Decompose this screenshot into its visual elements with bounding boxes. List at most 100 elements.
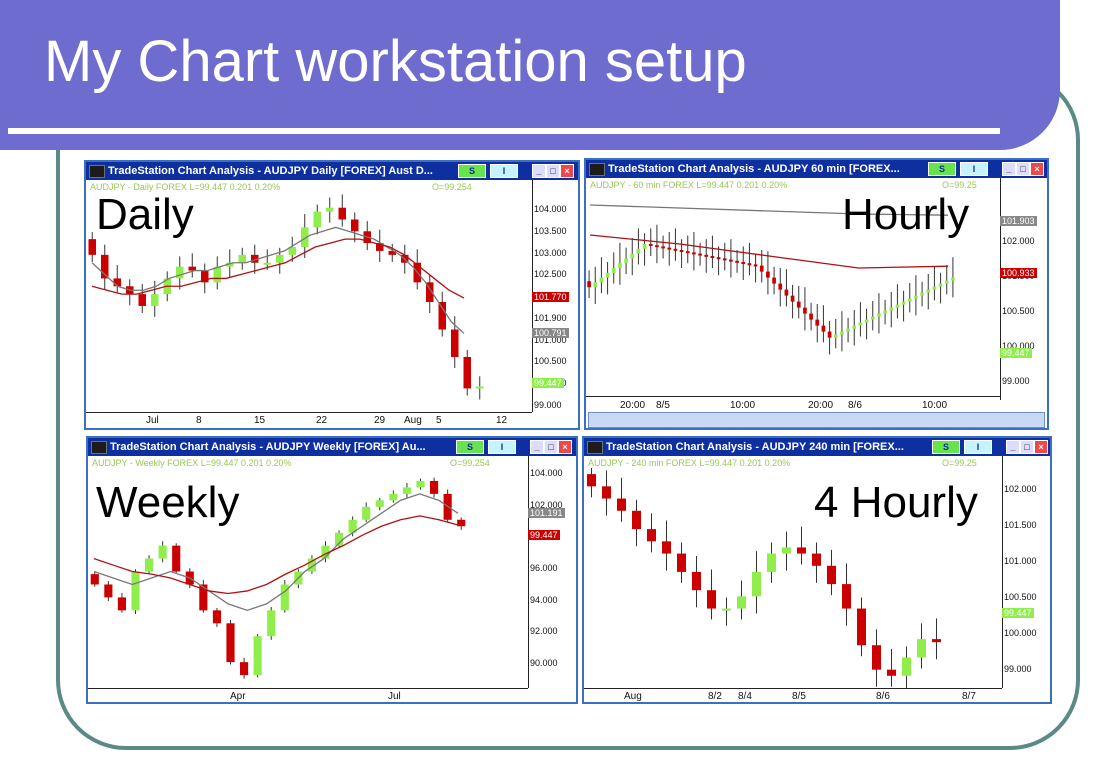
candle-body [821, 325, 826, 332]
price-label: 102.500 [534, 269, 567, 280]
candle [617, 477, 626, 522]
date-label: Aug [624, 691, 642, 702]
weekly-i-button[interactable]: I [488, 440, 516, 454]
tradestation-icon [589, 163, 605, 176]
daily-minimize-button[interactable]: _ [532, 164, 546, 178]
candle-body [226, 623, 235, 663]
candle-body [251, 254, 259, 263]
candle [457, 517, 466, 530]
daily-i-button[interactable]: I [490, 164, 518, 178]
candle [790, 284, 795, 319]
candle-body [642, 244, 647, 249]
candle [673, 228, 678, 261]
candle [647, 513, 656, 553]
weekly-maximize-button[interactable]: □ [544, 440, 558, 454]
weekly-title-bar[interactable]: TradeStation Chart Analysis - AUDJPY Wee… [88, 438, 576, 456]
weekly-price-axis [528, 456, 529, 688]
candle-body [840, 331, 844, 335]
daily-info-line: AUDJPY - Daily FOREX L=99.447 0.201 0.20… [90, 182, 281, 192]
candle-body [101, 254, 109, 279]
price-label: 100.000 [1002, 341, 1035, 351]
price-label: 99.000 [534, 400, 562, 410]
weekly-close-button[interactable]: × [558, 440, 572, 454]
candle-body [752, 571, 761, 597]
candle [463, 349, 471, 396]
weekly-s-button[interactable]: S [456, 440, 484, 454]
hourly-minimize-button[interactable]: _ [1002, 162, 1016, 176]
fourhourly-i-button[interactable]: I [964, 440, 992, 454]
candle [321, 541, 330, 563]
hourly-s-button[interactable]: S [928, 162, 956, 176]
fourhourly-price-chart[interactable] [584, 468, 998, 688]
hourly-maximize-button[interactable]: □ [1016, 162, 1030, 176]
price-label: 96.000 [530, 563, 558, 573]
candle [335, 530, 344, 548]
fourhourly-s-button[interactable]: S [932, 440, 960, 454]
candle [752, 551, 761, 614]
fourhourly-maximize-button[interactable]: □ [1020, 440, 1034, 454]
hourly-i-button[interactable]: I [960, 162, 988, 176]
candle-body [842, 584, 851, 609]
date-label: 29 [374, 415, 386, 426]
fourhourly-window-title: TradeStation Chart Analysis - AUDJPY 240… [606, 441, 904, 453]
weekly-price-chart[interactable] [88, 468, 524, 688]
weekly-minimize-button[interactable]: _ [530, 440, 544, 454]
candle [951, 257, 955, 298]
candle [402, 483, 411, 498]
moving-average-fast [589, 204, 949, 216]
candle-body [685, 251, 690, 254]
candle-body [815, 319, 820, 326]
hourly-price-chart[interactable] [586, 190, 996, 400]
candle-body [212, 610, 221, 624]
candle-body [741, 262, 746, 264]
candle [253, 633, 262, 678]
candle [280, 580, 289, 613]
candle [797, 526, 806, 565]
candle [251, 244, 259, 274]
price-label: 101.000 [1004, 556, 1037, 566]
candle [692, 556, 701, 608]
candle [704, 239, 709, 273]
candle-body [451, 329, 459, 357]
candle-body [772, 277, 776, 284]
candle [326, 197, 334, 223]
daily-window-title: TradeStation Chart Analysis - AUDJPY Dai… [108, 165, 433, 177]
fourhourly-minimize-button[interactable]: _ [1006, 440, 1020, 454]
candle [655, 224, 659, 264]
hourly-chart-window[interactable]: TradeStation Chart Analysis - AUDJPY 60 … [584, 158, 1049, 430]
daily-close-button[interactable]: × [560, 164, 574, 178]
weekly-chart-window[interactable]: TradeStation Chart Analysis - AUDJPY Wee… [86, 436, 578, 704]
candle [587, 270, 591, 298]
candle [199, 580, 208, 613]
hourly-title-bar[interactable]: TradeStation Chart Analysis - AUDJPY 60 … [586, 160, 1047, 178]
candle-body [280, 584, 289, 611]
daily-price-chart[interactable] [86, 192, 526, 424]
candle [944, 265, 949, 295]
daily-title-bar[interactable]: TradeStation Chart Analysis - AUDJPY Dai… [86, 162, 578, 180]
daily-maximize-button[interactable]: □ [546, 164, 560, 178]
candle-body [902, 657, 911, 676]
candle [240, 657, 249, 679]
hourly-close-button[interactable]: × [1030, 162, 1044, 176]
candle-body [240, 662, 249, 676]
price-label: 92.000 [530, 626, 558, 637]
candle-body [667, 247, 672, 250]
price-label: 101.900 [534, 312, 567, 323]
candle-body [188, 266, 196, 271]
daily-s-button[interactable]: S [458, 164, 486, 178]
fourhourly-chart-window[interactable]: TradeStation Chart Analysis - AUDJPY 240… [582, 436, 1052, 704]
moving-average-slow [91, 238, 465, 299]
fourhourly-close-button[interactable]: × [1034, 440, 1048, 454]
candle [267, 606, 276, 640]
candle [914, 275, 918, 316]
fourhourly-title-bar[interactable]: TradeStation Chart Analysis - AUDJPY 240… [584, 438, 1050, 456]
candle [602, 470, 611, 516]
hourly-horizontal-scrollbar[interactable] [588, 412, 1045, 428]
candle-body [151, 294, 159, 306]
candle-body [710, 256, 715, 258]
candle-body [920, 292, 924, 296]
candle-body [201, 270, 209, 283]
date-label: 15 [254, 415, 266, 426]
price-label: 100.500 [1002, 306, 1035, 316]
daily-chart-window[interactable]: TradeStation Chart Analysis - AUDJPY Dai… [84, 160, 580, 430]
